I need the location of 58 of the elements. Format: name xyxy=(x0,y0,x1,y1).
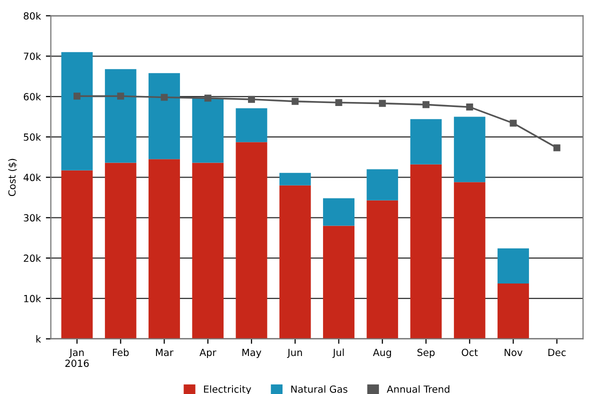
point xyxy=(422,101,430,108)
bar xyxy=(148,159,180,339)
y-axis-title: Cost ($) xyxy=(8,158,17,196)
x-tick-label: Jan 2016 xyxy=(65,348,89,367)
bar xyxy=(454,182,486,339)
bar xyxy=(279,172,311,186)
point xyxy=(248,96,255,103)
y-tick-label: 40k xyxy=(24,174,42,182)
y-tick-label: 20k xyxy=(24,254,42,262)
point xyxy=(160,94,168,101)
bar xyxy=(236,108,268,142)
legend-label: Natural Gas xyxy=(291,385,348,393)
y-tick-label: 80k xyxy=(24,12,42,20)
bar xyxy=(192,162,224,339)
bar xyxy=(61,170,93,339)
x-tick-label: Dec xyxy=(548,348,566,356)
bar xyxy=(148,73,180,160)
y-tick-label: 30k xyxy=(24,214,42,222)
y-tick-label: 10k xyxy=(24,294,42,302)
x-tick-label: Oct xyxy=(462,348,478,356)
y-tick-label: 70k xyxy=(24,52,42,60)
x-tick-label: Nov xyxy=(504,348,522,356)
point xyxy=(510,120,517,127)
bar xyxy=(366,200,398,339)
x-tick-label: Aug xyxy=(372,348,391,358)
bar xyxy=(323,198,354,226)
bar xyxy=(498,248,529,284)
point xyxy=(292,98,299,105)
x-tick-label: Sep xyxy=(417,348,435,358)
bar xyxy=(104,162,136,339)
x-tick-label: Apr xyxy=(200,348,216,358)
bar xyxy=(366,169,398,200)
x-tick-label: Jul xyxy=(332,348,344,358)
x-tick-label: May xyxy=(242,348,262,358)
bar xyxy=(410,119,442,164)
bar xyxy=(498,284,529,339)
x-tick-label: Mar xyxy=(156,348,174,356)
point xyxy=(553,144,560,152)
point xyxy=(466,104,474,111)
y-tick-label: 60k xyxy=(24,92,42,100)
bar xyxy=(279,185,311,339)
point xyxy=(335,99,342,106)
bar xyxy=(410,164,442,339)
bar xyxy=(192,98,224,163)
bar xyxy=(454,116,486,182)
point xyxy=(117,92,124,100)
y-tick-label: k xyxy=(36,335,42,343)
bar xyxy=(61,52,93,170)
y-tick-label: 50k xyxy=(24,133,42,141)
point xyxy=(204,94,212,102)
point xyxy=(378,100,386,107)
bar xyxy=(323,226,354,339)
point xyxy=(74,92,80,100)
x-tick-label: Jun xyxy=(287,348,302,358)
x-tick-label: Feb xyxy=(112,348,129,356)
legend-label: Annual Trend xyxy=(386,385,450,393)
bar xyxy=(236,142,268,339)
bar xyxy=(104,69,136,163)
